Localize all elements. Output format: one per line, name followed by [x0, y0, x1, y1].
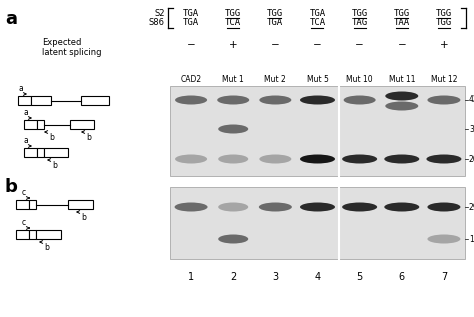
Ellipse shape [174, 203, 208, 211]
Bar [170, 86, 465, 176]
Text: TGG: TGG [267, 9, 283, 18]
Text: TGG: TGG [352, 9, 368, 18]
Ellipse shape [259, 154, 292, 164]
Ellipse shape [218, 125, 248, 133]
Text: b: b [44, 243, 49, 252]
Text: 328: 328 [469, 125, 474, 133]
Bar [18, 96, 31, 105]
Bar [68, 200, 93, 209]
Text: TGG: TGG [225, 9, 241, 18]
Text: 4: 4 [314, 272, 320, 282]
Ellipse shape [385, 101, 418, 111]
Text: b: b [81, 213, 86, 222]
Text: 2: 2 [230, 272, 237, 282]
Ellipse shape [300, 203, 335, 211]
Text: a: a [24, 136, 29, 145]
Ellipse shape [175, 95, 207, 105]
Text: b: b [52, 161, 57, 170]
Text: −: − [356, 40, 364, 50]
Text: b: b [5, 178, 18, 196]
Text: TGG: TGG [436, 18, 452, 27]
Ellipse shape [427, 154, 461, 164]
Bar [170, 187, 465, 259]
Ellipse shape [428, 95, 460, 105]
Bar [44, 148, 68, 157]
Bar [37, 148, 44, 157]
Text: 203: 203 [469, 154, 474, 164]
Text: −: − [271, 40, 280, 50]
Text: 5: 5 [356, 272, 363, 282]
Text: S2: S2 [155, 9, 165, 18]
Text: TCA: TCA [310, 18, 326, 27]
Text: Expected
latent splicing: Expected latent splicing [42, 38, 101, 57]
Text: 1: 1 [188, 272, 194, 282]
Ellipse shape [342, 203, 377, 211]
Bar [29, 200, 36, 209]
Text: Mut 11: Mut 11 [389, 75, 415, 84]
Text: Mut 12: Mut 12 [431, 75, 457, 84]
Text: Mut 1: Mut 1 [222, 75, 244, 84]
Text: a: a [24, 108, 29, 117]
Text: TCA: TCA [225, 18, 241, 27]
Text: TGA: TGA [267, 18, 283, 27]
Bar [24, 120, 37, 129]
Ellipse shape [218, 203, 248, 211]
Bar [36, 230, 61, 239]
Text: +: + [439, 40, 448, 50]
Text: 6: 6 [399, 272, 405, 282]
Text: c: c [22, 218, 26, 227]
Ellipse shape [217, 95, 249, 105]
Text: TGG: TGG [436, 9, 452, 18]
Text: −: − [313, 40, 322, 50]
Text: a: a [19, 84, 24, 93]
Text: TGG: TGG [394, 9, 410, 18]
Text: S86: S86 [149, 18, 165, 27]
Text: TGA: TGA [183, 18, 199, 27]
Text: −: − [397, 40, 406, 50]
Text: 296: 296 [469, 203, 474, 211]
Text: 428: 428 [469, 95, 474, 105]
Ellipse shape [384, 154, 419, 164]
Text: +: + [229, 40, 237, 50]
Text: b: b [49, 133, 54, 142]
Text: CAD2: CAD2 [181, 75, 201, 84]
Ellipse shape [428, 203, 460, 211]
Text: a: a [5, 10, 17, 28]
Ellipse shape [218, 235, 248, 243]
Text: −: − [187, 40, 195, 50]
Text: 7: 7 [441, 272, 447, 282]
Bar [29, 230, 36, 239]
Ellipse shape [175, 154, 207, 164]
Ellipse shape [384, 203, 419, 211]
Text: b: b [86, 133, 91, 142]
Ellipse shape [300, 154, 335, 164]
Bar [70, 120, 94, 129]
Ellipse shape [342, 154, 377, 164]
Text: 3: 3 [272, 272, 278, 282]
Text: TAA: TAA [394, 18, 410, 27]
Ellipse shape [259, 203, 292, 211]
Bar [37, 120, 44, 129]
Text: TAG: TAG [352, 18, 368, 27]
Text: Mut 10: Mut 10 [346, 75, 373, 84]
Bar [16, 230, 29, 239]
Bar [16, 200, 29, 209]
Ellipse shape [259, 95, 292, 105]
Ellipse shape [300, 95, 335, 105]
Bar [24, 148, 37, 157]
Text: c: c [22, 188, 26, 197]
Text: 196: 196 [469, 235, 474, 243]
Ellipse shape [428, 235, 460, 243]
Text: Mut 5: Mut 5 [307, 75, 328, 84]
Text: Mut 2: Mut 2 [264, 75, 286, 84]
Text: TGA: TGA [183, 9, 199, 18]
Text: TGA: TGA [310, 9, 326, 18]
Bar [31, 96, 51, 105]
Ellipse shape [385, 92, 418, 100]
Ellipse shape [344, 95, 375, 105]
Bar [81, 96, 109, 105]
Ellipse shape [218, 154, 248, 164]
